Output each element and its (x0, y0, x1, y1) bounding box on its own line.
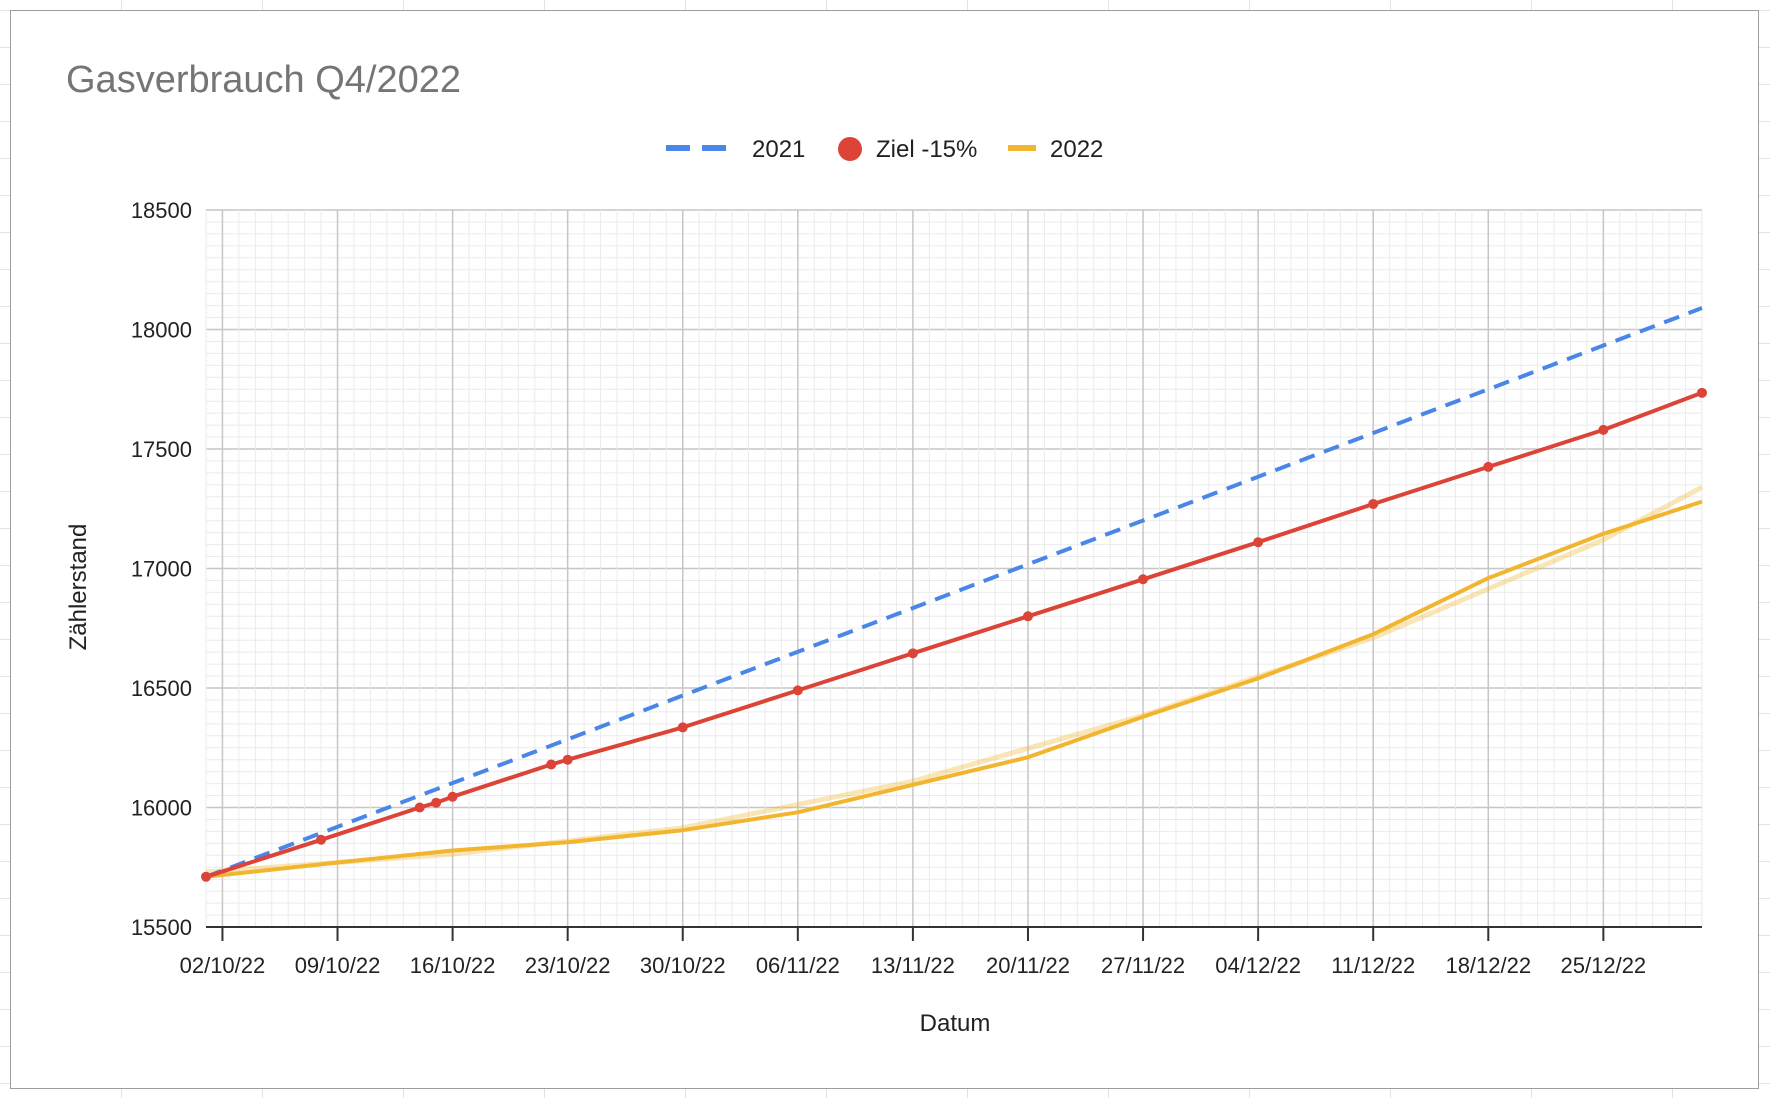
legend-label-ziel: Ziel -15% (876, 136, 977, 163)
legend-swatch-ziel (838, 137, 862, 161)
ziel-data-point[interactable] (677, 722, 688, 733)
legend-item-2021[interactable]: 2021 (666, 136, 805, 163)
x-axis-label: Datum (920, 1010, 991, 1037)
x-tick-label: 20/11/22 (986, 953, 1070, 978)
chart-title: Gasverbrauch Q4/2022 (66, 59, 461, 101)
legend-item-ziel[interactable]: Ziel -15% (838, 136, 977, 163)
ziel-data-point[interactable] (316, 834, 327, 845)
x-tick-label: 02/10/22 (180, 953, 266, 978)
x-tick-label: 23/10/22 (525, 953, 611, 978)
series (201, 306, 1707, 882)
ziel-data-point[interactable] (201, 871, 211, 882)
x-tick-label: 30/10/22 (640, 953, 726, 978)
y-tick-label: 18000 (131, 318, 192, 343)
ziel-data-point[interactable] (431, 797, 442, 808)
legend: 2021 Ziel -15% 2022 (666, 136, 1103, 163)
series-2021-line[interactable] (205, 306, 1703, 879)
ziel-data-point[interactable] (1483, 461, 1494, 472)
y-axis-label: Zählerstand (65, 524, 92, 651)
ziel-data-point[interactable] (1598, 424, 1609, 435)
legend-label-2021: 2021 (752, 136, 805, 163)
ziel-data-point[interactable] (1138, 574, 1149, 585)
y-tick-label: 16500 (131, 676, 192, 701)
x-tick-label: 09/10/22 (295, 953, 381, 978)
y-tick-label: 18500 (131, 198, 192, 223)
y-axis-ticks: 15500 16000 16500 17000 17500 18000 18500 (131, 198, 192, 940)
x-tick-label: 11/12/22 (1331, 953, 1415, 978)
ziel-data-point[interactable] (907, 648, 918, 659)
ziel-data-point[interactable] (1253, 537, 1264, 548)
ziel-data-point[interactable] (447, 791, 458, 802)
ziel-data-point[interactable] (414, 802, 425, 813)
y-tick-label: 17500 (131, 437, 192, 462)
x-tick-label: 06/11/22 (756, 953, 840, 978)
y-tick-label: 16000 (131, 796, 192, 821)
x-tick-label: 18/12/22 (1445, 953, 1531, 978)
x-tick-label: 16/10/22 (410, 953, 496, 978)
x-tick-label: 25/12/22 (1561, 953, 1647, 978)
ziel-data-point[interactable] (1697, 387, 1707, 398)
grid (205, 209, 1703, 928)
x-tick-label: 27/11/22 (1101, 953, 1185, 978)
series-2022-line[interactable] (205, 499, 1703, 879)
x-tick-label: 13/11/22 (871, 953, 955, 978)
ziel-data-point[interactable] (792, 685, 803, 696)
x-tick-label: 04/12/22 (1215, 953, 1301, 978)
ziel-data-point[interactable] (1368, 498, 1379, 509)
x-axis-ticks: 02/10/22 09/10/22 16/10/22 23/10/22 30/10/22… (180, 927, 1647, 978)
ziel-data-point[interactable] (546, 759, 557, 770)
y-tick-label: 17000 (131, 557, 192, 582)
legend-item-2022[interactable]: 2022 (1008, 136, 1103, 163)
y-tick-label: 15500 (131, 915, 192, 940)
ziel-data-point[interactable] (1022, 611, 1033, 622)
legend-label-2022: 2022 (1050, 136, 1103, 163)
ziel-data-point[interactable] (562, 754, 573, 765)
